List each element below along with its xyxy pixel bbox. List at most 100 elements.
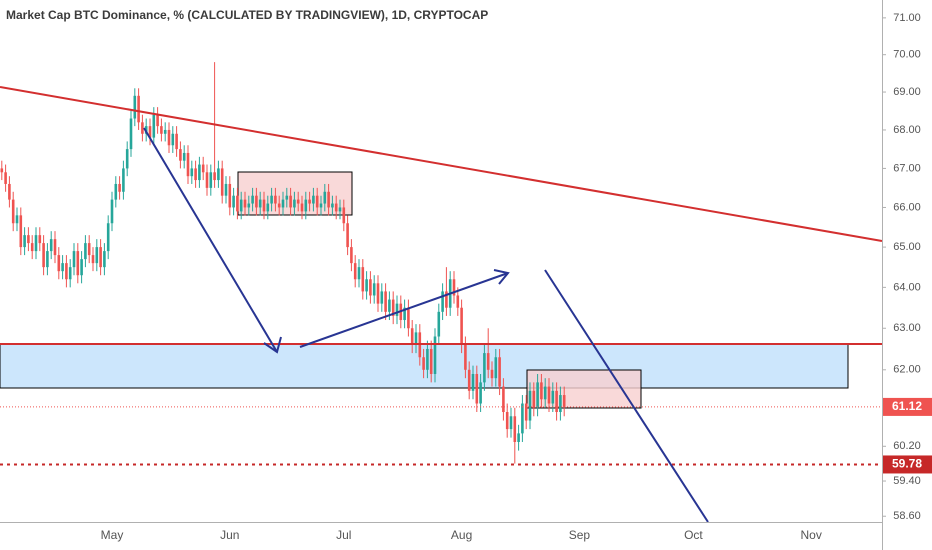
candle-body [133,95,137,119]
y-tick-label: 66.00 [893,201,921,213]
candle-body [106,223,110,252]
candle-body [562,395,566,407]
candle-body [490,369,494,379]
candle-body [266,203,270,212]
candle-body [228,183,232,208]
candle-body [125,149,129,169]
candle-body [72,251,76,268]
candle-body [304,199,308,212]
candle-body [312,195,315,204]
x-tick-label: Nov [801,528,822,542]
x-tick-label: Sep [569,528,591,542]
candle-body [296,199,300,204]
candle-body [327,191,330,208]
candle-body [11,199,15,224]
candle-body [361,267,365,292]
y-tick-label: 63.00 [893,322,921,334]
candle-body [49,239,53,252]
candle-body [38,235,42,244]
candle-body [129,118,133,150]
candle-body [217,168,220,181]
y-tick-label: 70.00 [893,49,921,61]
candle-body [30,243,34,252]
axes: 71.00 70.00 69.00 68.00 67.00 66.00 65.00 64.00… [101,12,932,542]
candle-body [460,307,463,345]
arrow-head [493,269,510,285]
candle-body [486,353,490,370]
candle-body [410,328,414,345]
candle-body [509,416,513,430]
candle-body [34,235,38,252]
candle-body [122,168,125,192]
candles [0,62,882,466]
candle-body [87,243,91,256]
candle-body [186,152,190,177]
y-tick-label: 60.20 [893,440,921,452]
candle-body [342,207,346,224]
candle-body [532,390,536,408]
candle-body [91,255,95,264]
candle-body [76,251,80,276]
trend-line [0,86,883,242]
candle-body [338,207,342,212]
candle-body [236,195,239,212]
y-tick-label: 62.00 [893,364,921,376]
candle-body [19,215,23,248]
candle-body [433,336,437,374]
candle-body [300,203,304,212]
candle-body [467,369,471,391]
candle-body [372,283,376,296]
candle-body [452,279,456,296]
candle-body [209,172,213,188]
arrow [299,272,509,348]
price-label: 59.78 [892,457,922,471]
candle-body [395,303,399,316]
candle-body [524,403,528,421]
candle-body [293,199,296,208]
candle-body [61,263,64,272]
y-tick-label: 58.60 [893,510,921,522]
candle-body [285,195,289,200]
candle-body [319,203,323,208]
candle-body [308,199,311,204]
candle-body [42,243,45,268]
candle-body [190,168,194,177]
candle-body [346,223,349,248]
candle-body [483,353,486,383]
candle-body [57,255,61,272]
x-tick-label: Jul [336,528,351,542]
x-tick-label: Oct [684,528,703,542]
y-tick-label: 68.00 [893,124,921,136]
candle-body [167,129,171,146]
arrow [143,127,278,353]
candle-body [175,133,178,150]
candle-body [543,386,547,400]
candle-body [471,373,475,391]
candle-body [23,235,26,248]
candle-body [403,307,406,321]
candle-body [441,291,444,312]
candle-body [99,247,102,268]
candle-body [536,382,539,408]
x-axis-panel [0,522,932,550]
candle-body [334,203,338,212]
candle-body [289,195,292,208]
candle-body [429,348,433,374]
candle-body [84,243,87,260]
candle-body [380,291,384,304]
candle-body [513,416,517,442]
x-tick-label: Aug [451,528,472,542]
arrow-head [263,336,282,354]
candle-body [494,357,498,379]
candle-body [502,386,505,413]
candle-body [110,199,114,224]
candle-body [357,267,361,280]
price-label-box [883,455,932,474]
candle-body [258,199,262,208]
candle-body [369,279,372,296]
drawings-over [0,86,883,523]
candle-body [148,126,152,138]
candle-body [80,259,83,276]
candle-body [247,203,251,208]
candle-body [27,235,30,244]
